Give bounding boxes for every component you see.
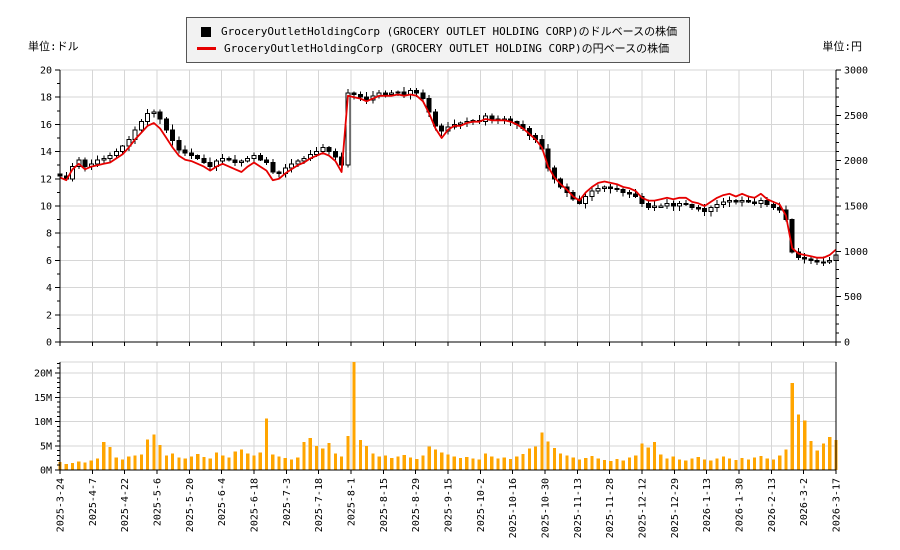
svg-text:2025-3-24: 2025-3-24 xyxy=(56,478,67,532)
jpy-series-swatch-icon xyxy=(197,47,216,50)
svg-text:4: 4 xyxy=(46,283,52,294)
svg-text:2025-12-29: 2025-12-29 xyxy=(670,478,681,538)
svg-text:2025-5-20: 2025-5-20 xyxy=(185,478,196,532)
svg-text:8: 8 xyxy=(46,229,52,240)
svg-text:2025-5-6: 2025-5-6 xyxy=(153,478,164,526)
legend-item-usd: GroceryOutletHoldingCorp (GROCERY OUTLET… xyxy=(197,23,677,40)
svg-text:2025-7-3: 2025-7-3 xyxy=(282,478,293,526)
right-axis-unit-label: 単位:円 xyxy=(822,40,862,53)
legend-label-usd: GroceryOutletHoldingCorp (GROCERY OUTLET… xyxy=(221,25,678,38)
svg-text:2025-7-18: 2025-7-18 xyxy=(314,478,325,532)
svg-text:10M: 10M xyxy=(34,417,52,428)
svg-text:2026-1-13: 2026-1-13 xyxy=(702,478,713,532)
svg-text:2025-9-15: 2025-9-15 xyxy=(444,478,455,532)
legend-item-jpy: GroceryOutletHoldingCorp (GROCERY OUTLET… xyxy=(197,40,677,57)
svg-text:2025-12-12: 2025-12-12 xyxy=(638,478,649,538)
svg-text:2025-11-13: 2025-11-13 xyxy=(573,478,584,538)
svg-text:2026-3-2: 2026-3-2 xyxy=(799,478,810,526)
svg-text:2026-2-13: 2026-2-13 xyxy=(767,478,778,532)
svg-text:2025-11-28: 2025-11-28 xyxy=(605,478,616,538)
svg-text:2026-3-17: 2026-3-17 xyxy=(832,478,843,532)
gridlines xyxy=(59,69,837,470)
svg-text:18: 18 xyxy=(40,93,52,104)
svg-text:2025-10-30: 2025-10-30 xyxy=(541,478,552,538)
svg-text:3000: 3000 xyxy=(844,66,868,77)
svg-text:15M: 15M xyxy=(34,393,52,404)
svg-text:2025-10-16: 2025-10-16 xyxy=(508,478,519,538)
svg-text:2026-1-30: 2026-1-30 xyxy=(735,478,746,532)
svg-text:2025-4-7: 2025-4-7 xyxy=(88,478,99,526)
svg-text:10: 10 xyxy=(40,202,52,213)
legend: GroceryOutletHoldingCorp (GROCERY OUTLET… xyxy=(186,17,691,63)
svg-text:14: 14 xyxy=(40,147,52,158)
svg-text:1000: 1000 xyxy=(844,247,868,258)
svg-text:0M: 0M xyxy=(40,466,52,477)
volume-bars xyxy=(58,362,838,470)
svg-text:1500: 1500 xyxy=(844,202,868,213)
svg-text:2025-8-1: 2025-8-1 xyxy=(347,478,358,526)
jpy-line-series xyxy=(59,93,837,259)
svg-text:2025-6-4: 2025-6-4 xyxy=(217,478,228,526)
svg-text:20: 20 xyxy=(40,66,52,77)
svg-text:20M: 20M xyxy=(34,369,52,380)
svg-text:2: 2 xyxy=(46,310,52,321)
legend-label-jpy: GroceryOutletHoldingCorp (GROCERY OUTLET… xyxy=(224,42,670,55)
svg-text:2025-6-18: 2025-6-18 xyxy=(250,478,261,532)
svg-text:2025-8-15: 2025-8-15 xyxy=(379,478,390,532)
svg-text:2000: 2000 xyxy=(844,156,868,167)
svg-text:2025-8-29: 2025-8-29 xyxy=(411,478,422,532)
usd-series-swatch-icon xyxy=(201,26,211,37)
left-axis-unit-label: 単位:ドル xyxy=(28,40,79,53)
svg-text:5M: 5M xyxy=(40,441,52,452)
svg-text:0: 0 xyxy=(844,338,850,349)
svg-text:6: 6 xyxy=(46,256,52,267)
svg-text:12: 12 xyxy=(40,174,52,185)
svg-text:16: 16 xyxy=(40,120,52,131)
svg-text:2025-10-2: 2025-10-2 xyxy=(476,478,487,532)
svg-text:2025-4-22: 2025-4-22 xyxy=(120,478,131,532)
svg-text:500: 500 xyxy=(844,292,862,303)
svg-text:2500: 2500 xyxy=(844,111,868,122)
svg-text:0: 0 xyxy=(46,338,52,349)
x-axis-date-labels: 2025-3-24 2025-4-7 2025-4-22 2025-5-6 2025-5… xyxy=(56,342,843,538)
